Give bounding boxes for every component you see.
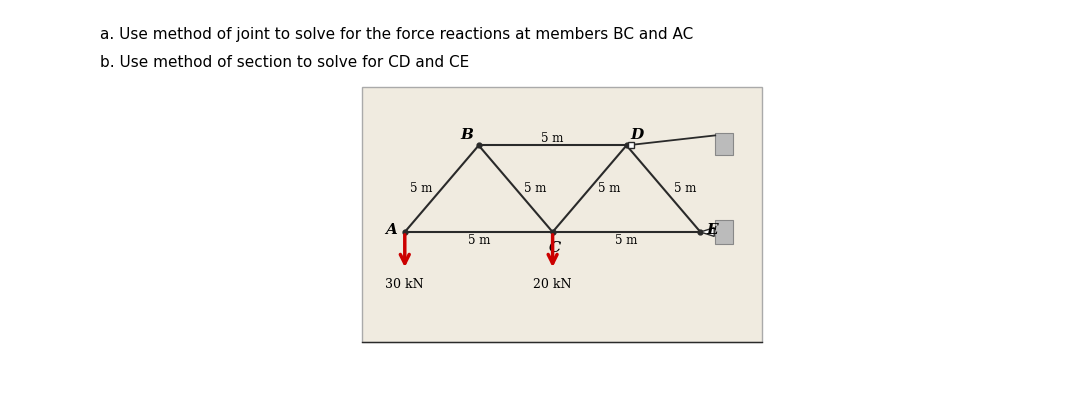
Text: A: A [384, 223, 396, 237]
Text: 20 kN: 20 kN [534, 278, 571, 291]
Text: 5 m: 5 m [616, 234, 637, 246]
Text: b. Use method of section to solve for CD and CE: b. Use method of section to solve for CD… [100, 55, 469, 70]
Text: 5 m: 5 m [597, 182, 620, 195]
Text: 30 kN: 30 kN [386, 278, 424, 291]
FancyBboxPatch shape [715, 220, 733, 244]
Polygon shape [701, 228, 714, 236]
Text: B: B [460, 128, 473, 142]
FancyBboxPatch shape [627, 142, 634, 148]
Text: 5 m: 5 m [541, 132, 564, 145]
Text: C: C [549, 241, 561, 255]
Text: 5 m: 5 m [409, 182, 432, 195]
Text: 5 m: 5 m [675, 182, 697, 195]
Text: 5 m: 5 m [468, 234, 490, 246]
Text: a. Use method of joint to solve for the force reactions at members BC and AC: a. Use method of joint to solve for the … [100, 27, 693, 42]
Text: E: E [706, 223, 718, 237]
FancyBboxPatch shape [715, 133, 733, 156]
Text: D: D [630, 128, 644, 142]
FancyBboxPatch shape [362, 87, 762, 342]
Text: 5 m: 5 m [524, 182, 546, 195]
